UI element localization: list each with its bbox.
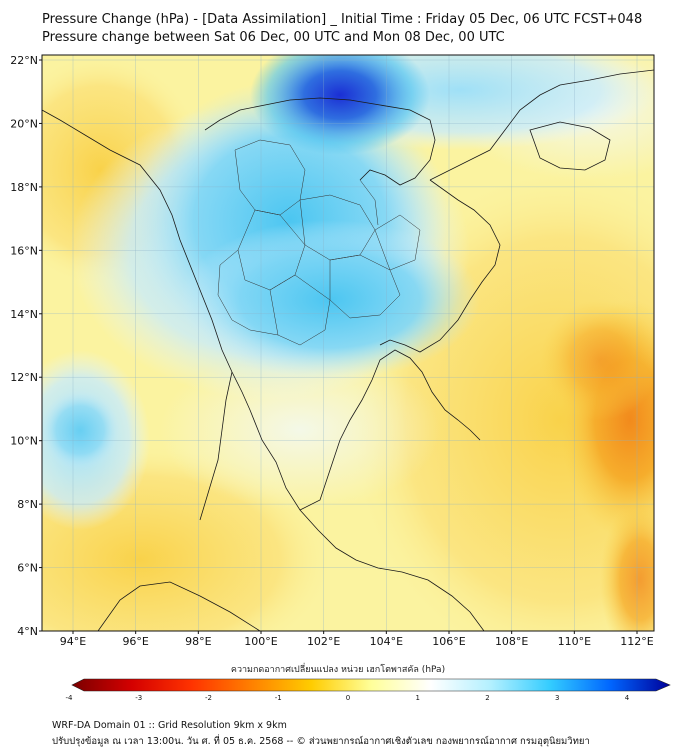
lat-label: 10°N [10, 435, 38, 448]
longitude-labels: 94°E 96°E 98°E 100°E 102°E 104°E 106°E 108°E 110… [60, 631, 654, 648]
lat-label: 18°N [10, 181, 38, 194]
lon-label: 108°E [495, 635, 528, 648]
lon-label: 112°E [620, 635, 653, 648]
colorbar-tick-label: -3 [135, 694, 142, 702]
latitude-labels: 22°N 20°N 18°N 16°N 14°N 12°N 10°N 8°N 6°N 4°N [10, 54, 42, 638]
model-info: WRF-DA Domain 01 :: Grid Resolution 9km … [52, 720, 287, 731]
lon-label: 110°E [558, 635, 591, 648]
colorbar-tick-label: -4 [66, 694, 74, 702]
colorbar: -4 -3 -2 -1 0 1 2 3 4 [66, 678, 671, 702]
lon-label: 96°E [122, 635, 148, 648]
lat-label: 12°N [10, 371, 38, 384]
colorbar-bar [71, 678, 671, 692]
map-frame [41, 54, 655, 632]
lon-label: 100°E [244, 635, 277, 648]
colorbar-tick-label: 1 [416, 694, 420, 702]
colorbar-tick-label: 3 [555, 694, 559, 702]
colorbar-tick-label: -1 [275, 694, 282, 702]
colorbar-ticks: -4 -3 -2 -1 0 1 2 3 4 [66, 694, 630, 702]
lon-label: 104°E [370, 635, 403, 648]
lat-label: 20°N [10, 117, 38, 130]
chart-title: Pressure Change (hPa) - [Data Assimilati… [42, 12, 643, 27]
lon-label: 94°E [60, 635, 86, 648]
lat-label: 6°N [17, 562, 38, 575]
lon-label: 102°E [307, 635, 340, 648]
colorbar-tick-label: 4 [625, 694, 630, 702]
colorbar-label: ความกดอากาศเปลี่ยนแปลง หน่วย เฮกโตพาสคัล… [230, 665, 446, 675]
lat-label: 16°N [10, 244, 38, 257]
lat-label: 14°N [10, 308, 38, 321]
update-credit: ปรับปรุงข้อมูล ณ เวลา 13:00น. วัน ศ. ที่… [52, 736, 590, 747]
graticule [42, 55, 654, 632]
colorbar-tick-label: 2 [485, 694, 489, 702]
colorbar-tick-label: 0 [346, 694, 350, 702]
lon-label: 98°E [185, 635, 211, 648]
lat-label: 22°N [10, 54, 38, 67]
pressure-change-map: 22°N 20°N 18°N 16°N 14°N 12°N 10°N 8°N 6°N 4°N 94… [10, 54, 655, 648]
colorbar-tick-label: -2 [205, 694, 212, 702]
lat-label: 8°N [17, 498, 38, 511]
chart-subtitle: Pressure change between Sat 06 Dec, 00 U… [42, 30, 505, 45]
coastlines [42, 69, 654, 631]
lat-label: 4°N [17, 625, 38, 638]
pressure-field [42, 55, 654, 631]
lon-label: 106°E [432, 635, 465, 648]
province-borders [217, 139, 421, 346]
